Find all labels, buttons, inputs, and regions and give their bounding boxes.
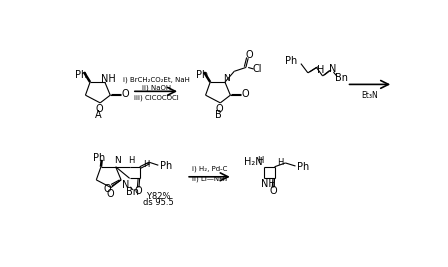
- Text: O: O: [95, 104, 103, 114]
- Text: Ph: Ph: [196, 70, 208, 80]
- Text: O: O: [107, 189, 114, 199]
- Text: H: H: [277, 158, 283, 167]
- Text: Y.82%: Y.82%: [146, 191, 171, 201]
- Text: H: H: [143, 160, 149, 169]
- Text: ds 95.5: ds 95.5: [143, 198, 174, 207]
- Text: Bn: Bn: [126, 187, 139, 197]
- Text: H₂N: H₂N: [244, 157, 262, 167]
- Text: Et₃N: Et₃N: [362, 91, 378, 100]
- Text: ii) Li—NH₃: ii) Li—NH₃: [192, 175, 227, 182]
- Text: O: O: [246, 50, 254, 60]
- Text: NH: NH: [261, 179, 276, 189]
- Text: i) BrCH₂CO₂Et, NaH: i) BrCH₂CO₂Et, NaH: [123, 77, 190, 83]
- Text: O: O: [216, 104, 224, 114]
- Text: O: O: [121, 89, 129, 99]
- Text: N: N: [114, 156, 121, 165]
- Text: H: H: [317, 65, 324, 75]
- Text: NH: NH: [101, 74, 116, 84]
- Text: Cl: Cl: [253, 64, 262, 74]
- Text: Ph: Ph: [75, 70, 88, 80]
- Text: O: O: [103, 184, 111, 194]
- Text: Ph: Ph: [284, 56, 297, 66]
- Text: ii) NaOH: ii) NaOH: [142, 84, 171, 91]
- Text: O: O: [134, 186, 142, 197]
- Text: i) H₂, Pd-C: i) H₂, Pd-C: [192, 166, 227, 172]
- Text: N: N: [122, 180, 129, 190]
- Text: H: H: [258, 156, 264, 165]
- Text: O: O: [241, 89, 249, 99]
- Text: O: O: [269, 186, 277, 197]
- Text: H: H: [128, 156, 134, 165]
- Text: N: N: [223, 74, 230, 83]
- Text: Bn: Bn: [335, 73, 348, 83]
- Text: iii) ClCOCOCl: iii) ClCOCOCl: [134, 94, 179, 101]
- Text: Ph: Ph: [160, 161, 172, 171]
- Text: Ph: Ph: [297, 162, 310, 172]
- Text: Ph: Ph: [93, 152, 106, 163]
- Text: N: N: [329, 64, 336, 74]
- Text: B: B: [215, 110, 222, 120]
- Text: A: A: [95, 110, 102, 120]
